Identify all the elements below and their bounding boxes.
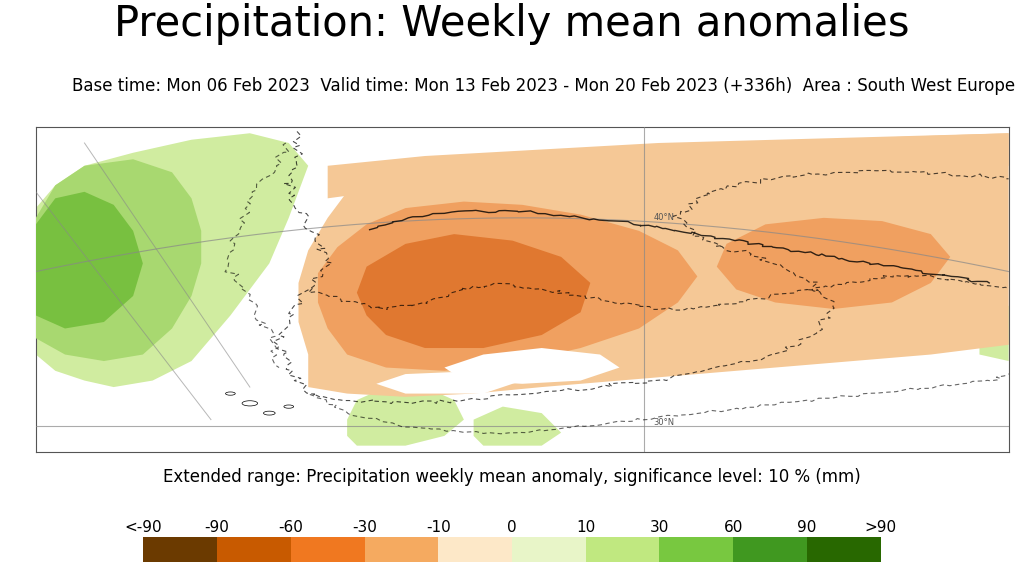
- Bar: [659, 537, 733, 562]
- Text: -60: -60: [279, 520, 303, 535]
- Bar: [512, 537, 586, 562]
- Bar: [291, 537, 365, 562]
- Text: 40°N: 40°N: [653, 213, 675, 222]
- Text: -10: -10: [426, 520, 451, 535]
- Polygon shape: [36, 133, 308, 387]
- Circle shape: [242, 401, 258, 406]
- Bar: [365, 537, 438, 562]
- Bar: [438, 537, 512, 562]
- Text: 60: 60: [724, 520, 742, 535]
- Bar: [733, 537, 807, 562]
- Text: <-90: <-90: [125, 520, 162, 535]
- Circle shape: [284, 405, 294, 408]
- Bar: [143, 537, 217, 562]
- Text: Base time: Mon 06 Feb 2023  Valid time: Mon 13 Feb 2023 - Mon 20 Feb 2023 (+336h: Base time: Mon 06 Feb 2023 Valid time: M…: [72, 77, 1015, 96]
- Polygon shape: [299, 133, 1009, 397]
- Circle shape: [225, 392, 236, 395]
- Text: 30: 30: [650, 520, 669, 535]
- Polygon shape: [328, 133, 1009, 198]
- Text: Precipitation: Weekly mean anomalies: Precipitation: Weekly mean anomalies: [115, 3, 909, 46]
- Polygon shape: [317, 202, 697, 371]
- Text: 0: 0: [507, 520, 517, 535]
- Polygon shape: [376, 371, 522, 393]
- Circle shape: [263, 411, 275, 415]
- Polygon shape: [717, 218, 950, 309]
- Polygon shape: [444, 348, 620, 384]
- Polygon shape: [36, 192, 143, 328]
- Text: >90: >90: [864, 520, 897, 535]
- Bar: [807, 537, 881, 562]
- Polygon shape: [36, 160, 201, 361]
- Text: -30: -30: [352, 520, 377, 535]
- Text: Extended range: Precipitation weekly mean anomaly, significance level: 10 % (mm): Extended range: Precipitation weekly mea…: [163, 468, 861, 486]
- Polygon shape: [979, 306, 1009, 361]
- Polygon shape: [357, 234, 590, 348]
- Text: -90: -90: [205, 520, 229, 535]
- Bar: [217, 537, 291, 562]
- Polygon shape: [347, 387, 464, 446]
- Text: 90: 90: [798, 520, 816, 535]
- Text: 30°N: 30°N: [653, 418, 675, 427]
- Text: 10: 10: [577, 520, 595, 535]
- Bar: [586, 537, 659, 562]
- Polygon shape: [473, 407, 561, 446]
- Polygon shape: [610, 348, 697, 374]
